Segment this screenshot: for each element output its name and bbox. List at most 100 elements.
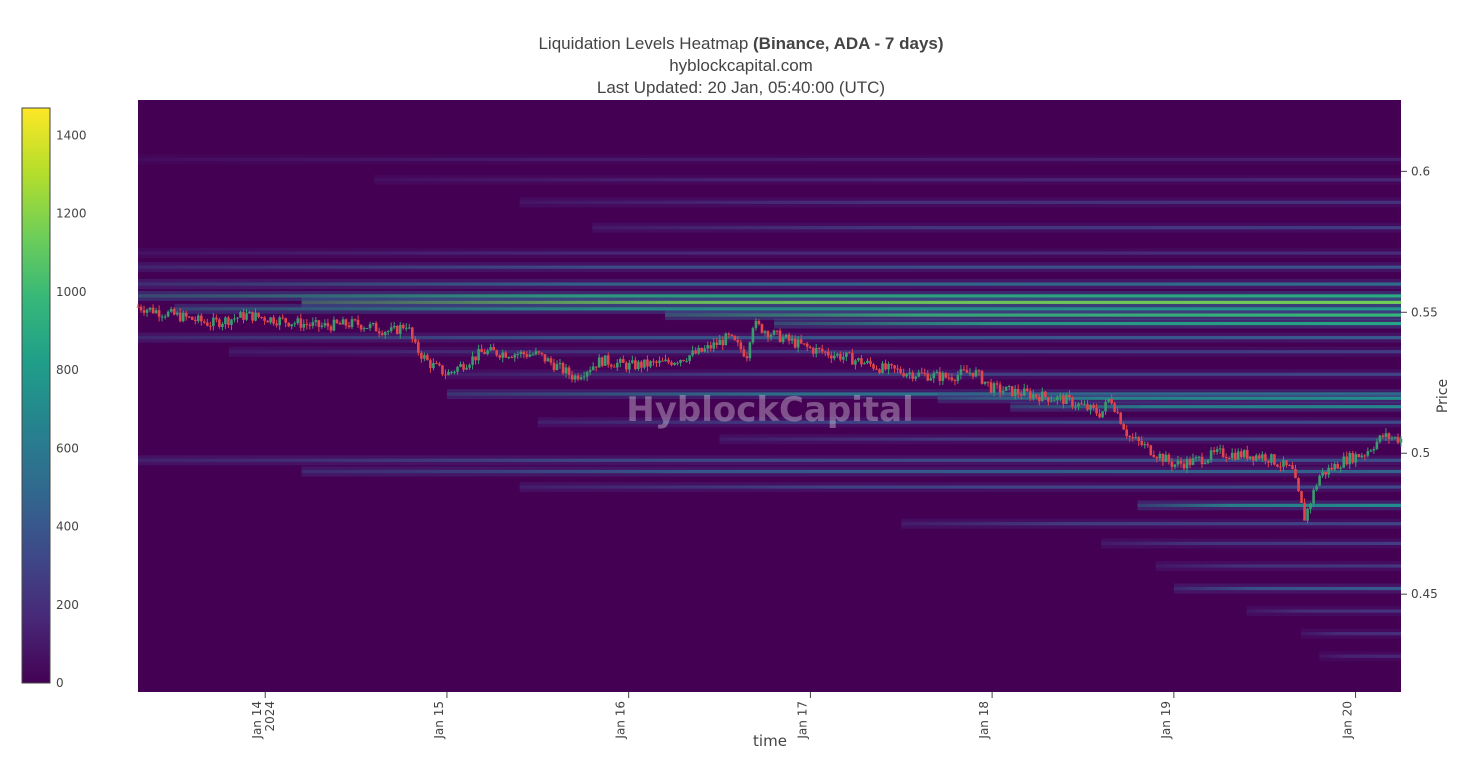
price-candle (528, 354, 532, 357)
liquidation-band (138, 458, 1401, 462)
price-candle (507, 357, 511, 359)
price-candle (878, 369, 881, 373)
price-candle (833, 355, 836, 359)
price-candle (230, 319, 233, 325)
chart-subtitle-site: hyblockcapital.com (669, 56, 813, 75)
price-candle (1300, 491, 1303, 504)
price-candle (1273, 454, 1276, 465)
price-candle (1384, 433, 1388, 438)
price-candle (1209, 450, 1213, 460)
price-candle (977, 370, 981, 372)
liquidation-band (774, 321, 1401, 326)
price-candle (1276, 464, 1279, 467)
price-candle (585, 371, 589, 377)
price-candle (772, 330, 776, 335)
price-candle (423, 355, 426, 359)
colorbar-tick-label: 600 (56, 441, 79, 455)
price-candle (860, 358, 863, 365)
price-candle (697, 347, 700, 354)
price-candle (724, 333, 728, 346)
price-candle (212, 317, 215, 327)
price-candle (820, 348, 824, 352)
price-candle (1218, 448, 1222, 450)
price-candle (534, 351, 538, 355)
price-candle (163, 316, 167, 318)
price-candle (1077, 403, 1080, 407)
price-candle (1086, 404, 1089, 410)
price-candle (516, 353, 520, 355)
x-tick-label: Jan 17 (795, 701, 809, 740)
heatmap-background (138, 100, 1401, 692)
price-candle (1387, 433, 1391, 439)
price-candle (956, 375, 960, 381)
price-candle (1327, 467, 1330, 475)
price-candle (504, 352, 508, 358)
colorbar-tick-label: 1000 (56, 285, 87, 299)
price-candle (1119, 412, 1122, 424)
price-candle (1062, 395, 1065, 404)
price-candle (404, 327, 408, 329)
liquidation-band (519, 485, 1401, 489)
price-candle (1059, 395, 1062, 397)
price-candle (501, 352, 505, 358)
liquidation-band (138, 336, 1401, 340)
price-candle (1170, 461, 1174, 467)
liquidation-band (138, 282, 1401, 286)
price-candle (1333, 463, 1336, 470)
price-candle (839, 353, 842, 360)
price-candle (875, 368, 878, 370)
price-candle (350, 319, 354, 328)
price-candle (513, 354, 517, 358)
liquidation-band (1101, 541, 1401, 546)
price-candle (691, 350, 694, 356)
price-candle (703, 348, 706, 352)
price-candle (329, 326, 333, 331)
price-candle (193, 319, 197, 321)
price-candle (417, 342, 420, 353)
liquidation-band (301, 300, 1401, 305)
price-candle (462, 364, 465, 370)
price-candle (1125, 429, 1128, 437)
price-candle (1297, 478, 1300, 492)
price-candle (302, 323, 306, 328)
price-candle (1104, 401, 1107, 412)
price-candle (392, 325, 396, 328)
price-candle (1140, 441, 1144, 445)
price-candle (284, 318, 288, 323)
price-candle (1089, 405, 1092, 410)
price-candle (1185, 459, 1189, 469)
price-candle (902, 373, 905, 377)
price-candle (420, 352, 423, 359)
price-candle (480, 349, 483, 352)
price-candle (600, 357, 604, 366)
price-candle (190, 316, 194, 320)
x-tick-label: Jan 19 (1159, 701, 1173, 740)
price-candle (1393, 436, 1397, 438)
price-candle (769, 334, 773, 338)
price-candle (1294, 469, 1297, 479)
price-candle (432, 363, 435, 369)
price-candle (1248, 456, 1252, 459)
price-candle (784, 334, 788, 338)
price-candle (739, 342, 743, 350)
chart-title: Liquidation Levels Heatmap (Binance, ADA… (0, 33, 1482, 55)
price-candle (667, 359, 670, 363)
price-candle (618, 359, 622, 363)
price-candle (914, 376, 917, 379)
price-candle (311, 322, 315, 326)
price-candle (646, 359, 649, 367)
price-candle (953, 380, 957, 382)
price-candle (1390, 437, 1394, 439)
price-candle (884, 363, 887, 370)
price-candle (622, 359, 625, 363)
price-candle (570, 374, 574, 380)
price-candle (959, 369, 963, 376)
plot-area[interactable]: HyblockCapital (136, 100, 1403, 692)
price-candle (389, 327, 393, 332)
price-candle (1047, 397, 1050, 402)
price-candle (727, 333, 731, 335)
price-candle (477, 349, 480, 361)
watermark-text: HyblockCapital (626, 390, 913, 430)
price-candle (1212, 450, 1216, 453)
price-candle (169, 308, 173, 312)
